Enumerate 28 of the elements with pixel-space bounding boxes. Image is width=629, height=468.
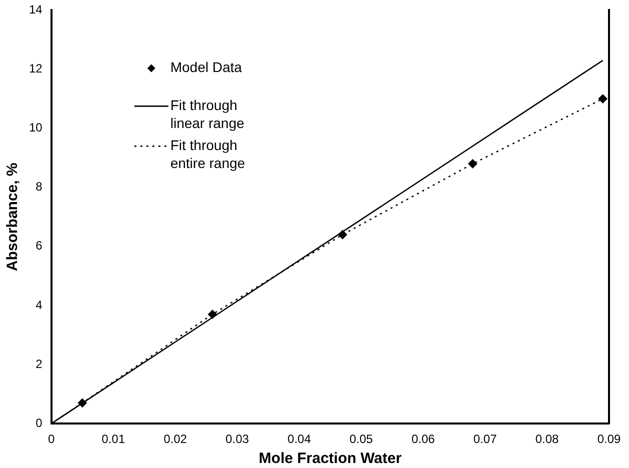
point [78,398,87,408]
legend-label: Fit through entire range [170,137,246,172]
x-tick-label: 0.04 [288,432,312,446]
x-tick-label: 0.09 [597,432,621,446]
y-tick-label: 4 [36,298,43,312]
y-tick-label: 10 [28,120,43,135]
legend-label: Model Data [170,59,242,76]
x-tick-label: 0.07 [473,432,498,446]
y-tick-label: 14 [28,2,43,17]
point [598,94,608,104]
x-tick-label: 0.08 [535,432,560,446]
point [208,310,217,319]
y-tick-label: 12 [28,62,43,76]
x-tick-label: 0 [48,432,56,446]
y-tick-label: 8 [36,180,43,194]
x-tick-label: 0.02 [164,432,188,446]
x-axis-title: Mole Fraction Water [258,450,402,468]
y-tick-label: 6 [36,238,43,253]
x-tick-label: 0.05 [349,432,374,446]
legend-label: Fit through linear range [170,97,244,132]
y-tick-label: 0 [36,416,43,430]
point [338,230,348,240]
x-tick-label: 0.06 [411,432,436,446]
point [468,159,478,168]
x-tick-label: 0.03 [226,432,250,446]
y-axis-title: Absorbance, % [4,162,22,272]
y-tick-label: 2 [36,356,43,371]
x-tick-label: 0.01 [102,432,126,446]
